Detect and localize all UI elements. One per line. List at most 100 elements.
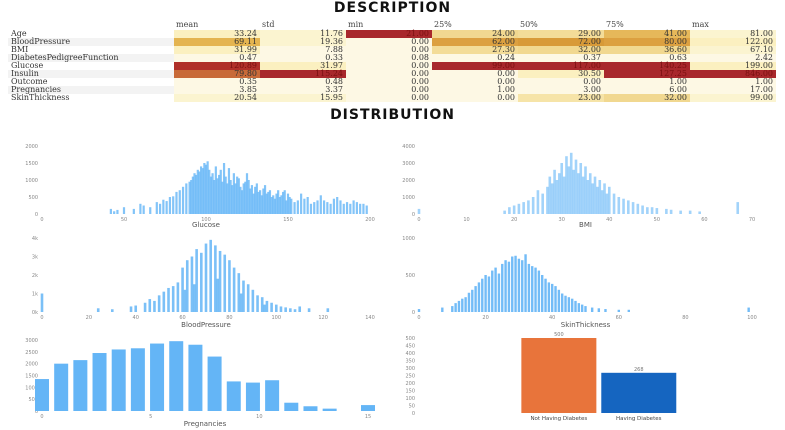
histogram-bar <box>265 380 280 411</box>
histogram-bar <box>655 208 659 214</box>
histogram-bar <box>183 289 187 312</box>
histogram-bar <box>586 180 590 214</box>
histogram-bar <box>249 188 252 214</box>
histogram-bar <box>262 188 265 214</box>
x-tick-label: 15 <box>365 414 371 420</box>
histogram-bar <box>195 174 198 214</box>
histogram-bar <box>557 289 561 312</box>
column-header-1: std <box>262 20 275 29</box>
description-table: mean std min 25% 50% 75% max Age 33.24 11.76 21.0… <box>8 19 776 102</box>
y-tick-label: 0 <box>35 212 38 218</box>
histogram-bar <box>216 278 220 312</box>
histogram-bar <box>73 360 88 411</box>
histogram-bar <box>227 168 231 214</box>
y-tick-label: 4000 <box>402 144 415 150</box>
table-cell: 62.00 <box>432 38 518 46</box>
x-tick-label: 40 <box>549 315 555 321</box>
table-cell: 1.00 <box>690 78 776 86</box>
blood-pressure-histogram: 0k 1k 2k 3k 4k 0 20 40 60 80 100 120 140 BloodPressur… <box>32 236 375 329</box>
y-tick-label: 300 <box>405 366 415 372</box>
y-tick-label: 1k <box>32 292 38 298</box>
histogram-bar <box>524 254 527 312</box>
histogram-bar <box>531 266 534 312</box>
histogram-bar <box>110 309 114 312</box>
histogram-bar <box>522 202 525 214</box>
table-cell: 72.00 <box>518 38 604 46</box>
histogram-bar <box>326 308 330 312</box>
y-tick-label: 50 <box>409 404 415 410</box>
table-cell: 69.11 <box>174 38 260 46</box>
histogram-bar <box>250 185 254 214</box>
histogram-bar <box>588 173 592 214</box>
table-cell: 0.00 <box>346 78 432 86</box>
table-cell: 31.97 <box>260 62 346 70</box>
y-tick-label: 1000 <box>25 178 38 184</box>
histogram-bar <box>345 202 349 214</box>
table-cell: 0.33 <box>260 54 346 62</box>
histogram-bar <box>286 193 290 214</box>
histogram-bar <box>35 379 49 411</box>
histogram-bar <box>359 203 362 214</box>
histogram-bar <box>214 166 217 214</box>
histogram-bar <box>631 202 635 214</box>
histogram-bar <box>208 169 211 214</box>
category-label: Having Diabetes <box>616 416 662 422</box>
histogram-bar <box>218 250 222 312</box>
histogram-bar <box>574 300 577 312</box>
histogram-bar <box>178 190 181 214</box>
histogram-bar <box>234 183 237 214</box>
column-header-2: min <box>348 20 364 29</box>
table-cell: 32.00 <box>518 46 604 54</box>
histogram-bar <box>536 190 540 214</box>
data-label: 500 <box>554 332 564 338</box>
histogram-bar <box>577 303 581 312</box>
histogram-bar <box>155 202 158 214</box>
table-cell: 199.00 <box>690 62 776 70</box>
table-cell: 24.00 <box>432 30 518 38</box>
histogram-bar <box>332 198 336 214</box>
y-tick-label: 400 <box>405 351 415 357</box>
histogram-bar <box>193 173 196 214</box>
data-label: 268 <box>634 367 644 373</box>
histogram-bar <box>688 210 692 214</box>
histogram-bar <box>280 195 283 214</box>
table-cell: 846.00 <box>690 70 776 78</box>
histogram-bar <box>143 302 147 312</box>
column-header-6: max <box>692 20 709 29</box>
histogram-bar <box>162 199 165 214</box>
histogram-bar <box>231 185 234 214</box>
table-cell: 11.76 <box>260 30 346 38</box>
x-tick-label: 100 <box>201 217 211 223</box>
table-row: Outcome 0.35 0.48 0.00 0.00 0.00 1.00 1.00 <box>8 78 776 86</box>
histogram-bar <box>236 176 239 214</box>
histogram-bar <box>246 284 250 312</box>
histogram-bar <box>491 270 494 312</box>
table-cell: 3.37 <box>260 86 346 94</box>
table-cell: 29.00 <box>518 30 604 38</box>
x-axis-label: Glucose <box>192 221 220 229</box>
table-cell: 99.00 <box>432 62 518 70</box>
histogram-bar <box>224 176 227 214</box>
table-cell: 31.99 <box>174 46 260 54</box>
y-tick-label: 1000 <box>402 236 415 242</box>
histogram-bar <box>580 304 584 312</box>
table-cell: 17.00 <box>690 86 776 94</box>
table-cell: 23.00 <box>518 94 604 102</box>
histogram-bar <box>176 282 180 312</box>
y-tick-label: 2500 <box>25 350 38 356</box>
histogram-bar <box>349 203 352 214</box>
histogram-bar <box>190 256 194 312</box>
histogram-bar <box>222 163 226 214</box>
histogram-bar <box>560 293 564 312</box>
histogram-bar <box>142 205 145 214</box>
histogram-bar <box>203 163 206 214</box>
histogram-bar <box>200 252 203 312</box>
histogram-bar <box>268 190 272 214</box>
histogram-bar <box>260 195 263 214</box>
histogram-bar <box>109 208 112 214</box>
table-cell: 1.00 <box>432 86 518 94</box>
histogram-bar <box>497 273 501 312</box>
table-cell: 67.10 <box>690 46 776 54</box>
histogram-bar <box>263 185 267 214</box>
category-label: Not Having Diabetes <box>530 416 587 422</box>
